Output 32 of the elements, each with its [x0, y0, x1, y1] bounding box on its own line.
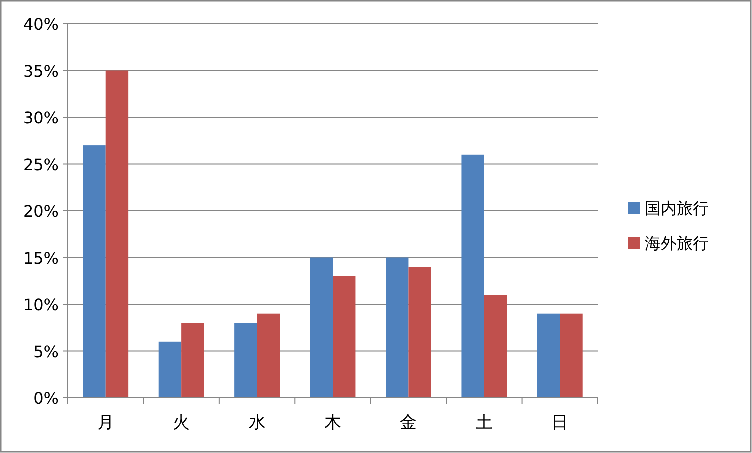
- y-tick-label: 35%: [23, 62, 59, 81]
- legend-label: 国内旅行: [645, 199, 709, 218]
- x-tick-label: 水: [248, 413, 266, 433]
- bar: [106, 70, 129, 398]
- y-tick-label: 20%: [23, 202, 59, 221]
- bar: [182, 323, 204, 398]
- y-tick-label: 25%: [23, 155, 59, 174]
- x-tick-label: 金: [400, 413, 418, 433]
- bar: [560, 314, 583, 398]
- y-tick-label: 10%: [23, 296, 59, 314]
- x-tick-label: 月: [97, 413, 114, 433]
- bar: [234, 323, 258, 398]
- bar: [310, 258, 333, 398]
- bar: [333, 276, 356, 398]
- y-tick-label: 0%: [34, 389, 59, 408]
- y-tick-label: 40%: [23, 15, 59, 34]
- bar: [83, 146, 106, 398]
- bar: [537, 314, 560, 398]
- bar: [386, 258, 409, 398]
- bar: [257, 314, 280, 398]
- legend-label: 海外旅行: [645, 234, 709, 253]
- x-tick-label: 火: [173, 413, 190, 433]
- x-tick-label: 木: [324, 413, 342, 433]
- bar: [158, 342, 182, 398]
- y-tick-label: 30%: [23, 108, 59, 128]
- y-tick-label: 5%: [34, 342, 59, 362]
- bar: [462, 154, 484, 398]
- bar: [408, 267, 432, 398]
- x-tick-label: 土: [476, 413, 493, 433]
- y-tick-label: 15%: [23, 248, 59, 268]
- bar: [484, 295, 508, 398]
- x-tick-label: 日: [552, 413, 569, 433]
